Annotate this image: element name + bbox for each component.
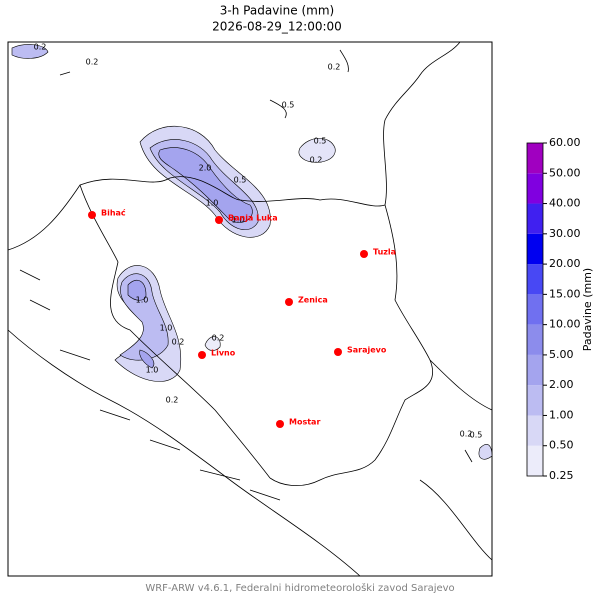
title: 3-h Padavine (mm): [220, 4, 334, 18]
colorbar: 0.25 0.50 1.00 2.00 5.00 10.00 15.00 20.00 30.00…: [526, 136, 594, 482]
colorbar-segment: [527, 324, 543, 355]
city-label: Bihać: [101, 208, 126, 218]
colorbar-tick-label: 50.00: [549, 166, 581, 179]
colorbar-segment: [527, 233, 543, 265]
contour-label: 1.0: [146, 366, 159, 375]
colorbar-segment: [527, 264, 543, 295]
colorbar-tick-label: 2.00: [549, 378, 574, 391]
city-label: Sarajevo: [347, 346, 387, 355]
colorbar-tick-label: 40.00: [549, 197, 581, 210]
colorbar-tick-label: 0.25: [549, 469, 574, 482]
contour-label: 0.2: [212, 334, 225, 343]
colorbar-tick-label: 0.50: [549, 439, 574, 452]
contour-label: 1.0: [232, 216, 245, 225]
colorbar-segment: [527, 445, 543, 476]
city-label: Banja Luka: [228, 214, 278, 223]
contour-label: 0.2: [328, 63, 341, 72]
colorbar-segment: [527, 415, 543, 446]
contour-label: 0.5: [470, 431, 483, 440]
contour-label: 1.0: [206, 199, 219, 208]
contour-label: 0.2: [86, 58, 99, 67]
contour-label: 0.2: [310, 156, 323, 165]
city-marker: [88, 211, 96, 219]
city-marker: [334, 348, 342, 356]
subtitle: 2026-08-29_12:00:00: [212, 20, 342, 34]
contour-label: 0.2: [34, 43, 47, 52]
contour-label: 0.5: [314, 137, 327, 146]
footer: WRF-ARW v4.6.1, Federalni hidrometeorolo…: [145, 582, 454, 594]
cities: Bihać Banja Luka Tuzla Zenica Sarajevo Livno M…: [88, 208, 396, 428]
colorbar-tick-label: 1.00: [549, 408, 574, 421]
city-label: Mostar: [289, 418, 320, 427]
contour-labels: 0.20.20.50.50.22.00.51.01.01.01.00.2 0.21…: [34, 43, 483, 440]
colorbar-segment: [527, 385, 543, 416]
contour-label: 2.0: [199, 164, 212, 173]
colorbar-segment: [527, 173, 543, 204]
colorbar-tick-label: 60.00: [549, 136, 581, 149]
contour-label: 0.2: [172, 338, 185, 347]
city-label: Livno: [211, 349, 236, 358]
city-marker: [198, 351, 206, 359]
colorbar-label: Padavine (mm): [581, 268, 594, 351]
city-marker: [285, 298, 293, 306]
contour-label: 1.0: [160, 324, 173, 333]
contour-label: 0.5: [234, 176, 247, 185]
colorbar-segment: [527, 354, 543, 386]
precip-fields: [11, 44, 493, 460]
colorbar-segment: [527, 203, 543, 234]
city-label: Tuzla: [373, 248, 396, 257]
colorbar-tick-label: 10.00: [549, 318, 581, 331]
colorbar-tick-label: 30.00: [549, 227, 581, 240]
colorbar-segment: [527, 294, 543, 325]
city-label: Zenica: [298, 296, 328, 305]
borders: [7, 41, 493, 577]
map-frame: [7, 41, 493, 577]
contour-label: 0.2: [166, 396, 179, 405]
colorbar-frame: [526, 142, 544, 477]
contour-label: 0.2: [460, 430, 473, 439]
contour-label: 1.0: [136, 296, 149, 305]
colorbar-tick-label: 5.00: [549, 348, 574, 361]
city-marker: [276, 420, 284, 428]
city-marker: [215, 216, 223, 224]
colorbar-segment: [527, 143, 543, 174]
colorbar-tick-label: 20.00: [549, 257, 581, 270]
city-marker: [360, 250, 368, 258]
contour-label: 0.5: [282, 101, 295, 110]
colorbar-tick-label: 15.00: [549, 287, 581, 300]
